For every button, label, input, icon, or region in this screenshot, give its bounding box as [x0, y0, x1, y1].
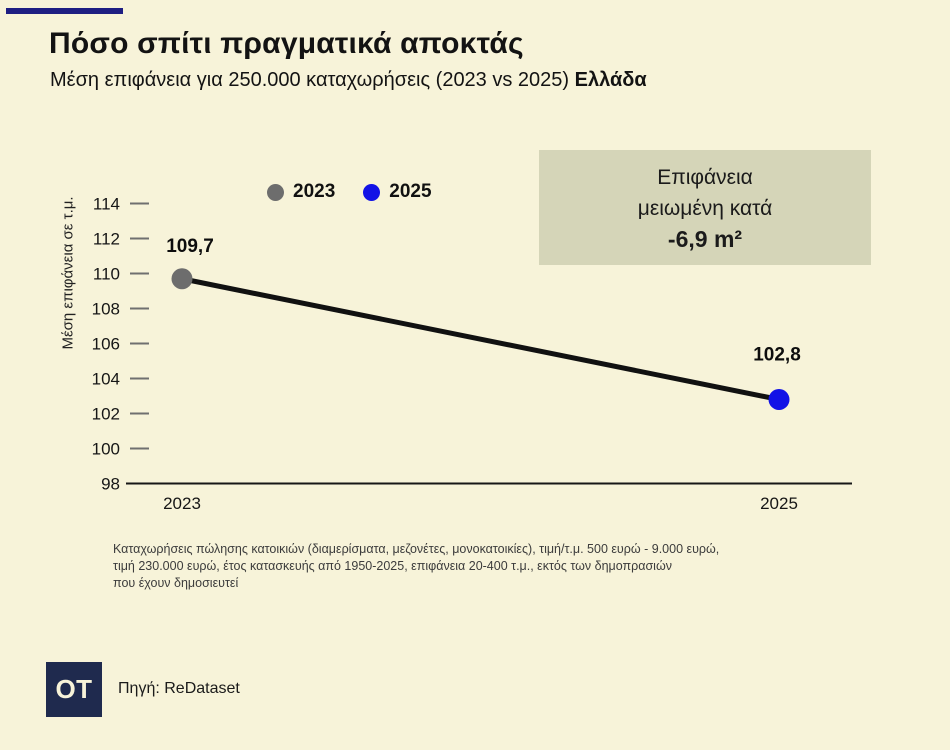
legend-dot-icon: [267, 183, 284, 201]
data-point-label: 109,7: [166, 236, 214, 257]
y-tick-label: 98: [101, 475, 120, 494]
x-tick-label: 2023: [163, 494, 201, 513]
y-tick-label: 114: [93, 195, 120, 214]
y-tick-label: 110: [93, 265, 120, 284]
data-point-label: 102,8: [753, 345, 801, 366]
y-tick-label: 104: [92, 370, 120, 389]
ot-logo-text: OT: [55, 674, 93, 704]
legend-item-2023: 2023: [267, 181, 335, 203]
chart-subtitle: Μέση επιφάνεια για 250.000 καταχωρήσεις …: [50, 69, 647, 92]
footnote-line: Καταχωρήσεις πώλησης κατοικιών (διαμερίσ…: [113, 542, 720, 556]
x-tick-label: 2025: [760, 494, 798, 513]
footnote-line: που έχουν δημοσιευτεί: [113, 576, 239, 590]
source-label: Πηγή: ReDataset: [118, 680, 240, 697]
subtitle-text: Μέση επιφάνεια για 250.000 καταχωρήσεις …: [50, 69, 570, 91]
y-tick-label: 108: [92, 300, 120, 319]
legend-label: 2023: [293, 181, 336, 202]
footnote: Καταχωρήσεις πώλησης κατοικιών (διαμερίσ…: [113, 541, 719, 592]
y-tick-label: 102: [92, 405, 120, 424]
y-tick-label: 106: [92, 335, 120, 354]
page-title: Πόσο σπίτι πραγματικά αποκτάς: [49, 27, 524, 60]
legend-item-2025: 2025: [363, 181, 432, 203]
subtitle-region-label: Ελλάδα: [574, 69, 647, 91]
series-line: [179, 276, 782, 402]
callout-line1: Επιφάνεια: [657, 166, 753, 189]
y-tick-label: 100: [92, 440, 120, 459]
callout-line2: μειωμένη κατά: [637, 197, 773, 220]
ot-logo: OT: [46, 662, 102, 717]
legend-dot-icon: [363, 183, 381, 201]
callout-value: -6,9 m²: [667, 226, 743, 252]
callout-box: Επιφάνεια μειωμένη κατά -6,9 m²: [539, 150, 871, 265]
accent-bar: [6, 8, 123, 14]
legend-label: 2025: [389, 181, 432, 202]
data-point-2023: [171, 268, 193, 290]
footnote-line: τιμή 230.000 ευρώ, έτος κατασκευής από 1…: [113, 559, 672, 573]
data-point-2025: [768, 389, 790, 410]
y-tick-label: 112: [93, 230, 120, 249]
chart-legend: 2023 2025: [267, 181, 432, 203]
